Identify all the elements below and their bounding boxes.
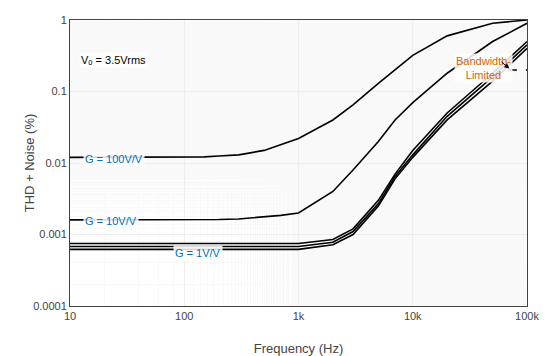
svg-text:1k: 1k: [293, 310, 305, 322]
svg-text:100: 100: [175, 310, 193, 322]
svg-text:Bandwidth-Limited: Bandwidth-Limited: [456, 55, 511, 81]
svg-text:100k: 100k: [515, 310, 539, 322]
svg-text:0.001: 0.001: [39, 228, 67, 240]
svg-text:Vₒ = 3.5Vrms: Vₒ = 3.5Vrms: [81, 54, 146, 66]
svg-text:Frequency (Hz): Frequency (Hz): [254, 341, 344, 356]
svg-text:G = 100V/V: G = 100V/V: [85, 153, 143, 165]
svg-text:THD + Noise (%): THD + Noise (%): [22, 114, 37, 213]
svg-text:G = 10V/V: G = 10V/V: [85, 215, 137, 227]
svg-text:10k: 10k: [404, 310, 422, 322]
svg-text:0.0001: 0.0001: [33, 300, 67, 312]
svg-text:G = 1V/V: G = 1V/V: [175, 247, 221, 259]
svg-text:1: 1: [61, 14, 67, 26]
svg-text:10: 10: [64, 310, 76, 322]
svg-text:0.01: 0.01: [45, 157, 66, 169]
svg-text:0.1: 0.1: [52, 85, 67, 97]
